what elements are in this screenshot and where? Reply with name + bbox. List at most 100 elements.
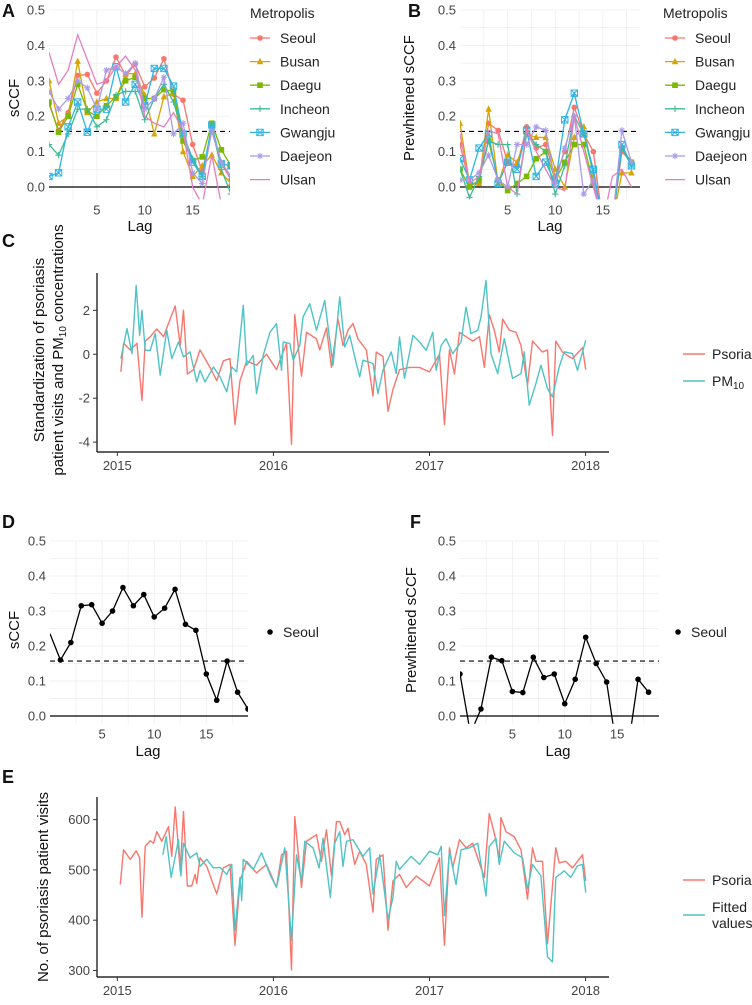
data-point-seoul <box>478 706 484 712</box>
data-point-gwangju <box>460 154 464 163</box>
plot-area <box>96 797 609 978</box>
data-point-daegu <box>571 141 578 148</box>
data-point-seoul <box>614 748 620 754</box>
data-point-daegu <box>514 180 520 187</box>
data-point-gwangju <box>532 172 540 181</box>
y-tick-label: 0.1 <box>438 674 456 689</box>
data-point-seoul <box>84 71 91 78</box>
x-tick-label: 5 <box>509 727 516 742</box>
series-group <box>50 584 248 712</box>
data-point-incheon <box>55 151 62 159</box>
data-point-seoul <box>600 220 606 226</box>
data-point-daegu <box>209 120 215 127</box>
data-point-seoul <box>582 634 589 641</box>
x-tick-label: 10 <box>147 727 161 742</box>
y-tick-label: 600 <box>68 812 90 827</box>
data-point-busan <box>475 179 483 187</box>
legend-key-marker <box>257 82 263 88</box>
panel-letter-d: D <box>2 512 15 532</box>
legend-label: Seoul <box>695 30 731 46</box>
y-tick-label: 0.0 <box>27 180 45 195</box>
data-point-gwangju <box>208 121 216 129</box>
legend-item-daejeon: Daejeon <box>665 148 747 164</box>
data-point-seoul <box>603 679 610 685</box>
y-tick-label: 0.5 <box>438 534 456 549</box>
panel-b-legend-title: Metropolis <box>663 5 728 21</box>
data-point-daegu <box>49 99 52 105</box>
data-point-busan <box>49 77 53 84</box>
legend-label-line1: Fitted <box>712 899 747 915</box>
data-point-daejeon <box>561 144 568 152</box>
legend-label: Seoul <box>280 30 316 46</box>
legend-key-marker <box>675 629 681 635</box>
data-point-seoul <box>113 54 119 60</box>
data-point-daejeon <box>131 59 139 67</box>
data-point-daegu <box>466 184 473 190</box>
legend-label: Seoul <box>691 624 727 640</box>
data-point-busan <box>628 169 635 176</box>
legend-label: Ulsan <box>695 172 731 188</box>
data-point-seoul <box>151 75 158 81</box>
data-point-gwangju <box>503 158 512 166</box>
data-point-daejeon <box>189 169 196 177</box>
data-point-daegu <box>180 138 186 144</box>
data-point-busan <box>74 57 81 64</box>
data-point-busan <box>485 105 492 112</box>
x-tick-label: 2016 <box>259 458 288 473</box>
x-tick-label: 2017 <box>415 983 444 998</box>
data-point-daegu <box>161 86 167 93</box>
plot-area <box>460 9 640 226</box>
data-point-gwangju <box>589 165 598 174</box>
data-point-seoul <box>224 658 230 664</box>
data-point-incheon <box>504 141 511 148</box>
data-point-seoul <box>509 688 516 695</box>
series-line-ulsan <box>460 116 633 200</box>
x-tick-label: 2018 <box>571 458 600 473</box>
data-point-daegu <box>170 88 177 95</box>
y-tick-label: 0.4 <box>438 569 456 584</box>
data-point-seoul <box>161 605 168 611</box>
panel-f-y-label: Prewhitened sCCF <box>403 567 420 693</box>
data-point-seoul <box>130 602 137 609</box>
data-point-gwangju <box>83 128 92 136</box>
y-tick-label: 0.5 <box>28 534 46 549</box>
data-point-gwangju <box>609 219 615 225</box>
data-point-daegu <box>590 180 597 187</box>
data-point-gwangju <box>150 64 159 73</box>
data-point-gwangju <box>160 64 168 73</box>
legend-key-marker <box>256 105 264 112</box>
y-label-text-end: concentrations <box>50 224 67 326</box>
data-point-busan <box>600 219 606 225</box>
data-point-seoul <box>140 591 147 598</box>
data-point-daegu <box>94 113 100 120</box>
panel-d-seoul-sccf: D Lag sCCF 0.0 0.1 0.2 0.3 0.4 0.5 5 10 15 Seoul <box>2 512 319 760</box>
series-line-fitted-values <box>162 830 587 963</box>
data-point-seoul <box>88 601 95 608</box>
data-point-daejeon <box>179 120 187 127</box>
data-point-daegu <box>476 177 482 183</box>
legend-item-seoul: Seoul <box>675 624 727 640</box>
data-point-daejeon <box>170 130 177 138</box>
data-point-incheon <box>460 166 464 173</box>
y-tick-label: 500 <box>68 862 90 877</box>
legend-label: Gwangju <box>695 124 750 140</box>
y-tick-label: 0.5 <box>438 3 456 18</box>
legend-item-incheon: Incheon <box>665 101 745 117</box>
data-point-gwangju <box>54 169 63 177</box>
panel-letter-a: A <box>2 1 15 21</box>
series-line-ulsan <box>49 32 222 200</box>
legend-key-marker <box>671 128 679 137</box>
legend-label: Daegu <box>280 77 321 93</box>
data-point-daejeon <box>151 95 158 102</box>
data-point-gwangju <box>49 172 53 181</box>
legend-item-gwangju: Gwangju <box>665 124 750 140</box>
data-point-seoul <box>520 689 526 696</box>
data-point-daegu <box>218 147 225 153</box>
data-point-seoul <box>99 620 105 627</box>
data-point-daegu <box>561 159 568 166</box>
data-point-seoul <box>234 689 241 695</box>
panel-e-y-label: No. of psoriasis patient visits <box>35 792 52 982</box>
legend-label: Incheon <box>280 101 330 117</box>
legend-label-line2: values <box>712 915 752 931</box>
data-point-seoul <box>625 748 631 754</box>
